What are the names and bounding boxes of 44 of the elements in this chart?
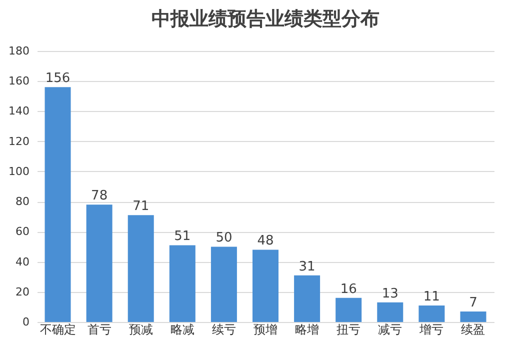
bar	[418, 305, 445, 322]
y-tick-label: 0	[22, 316, 30, 328]
y-tick-label: 80	[16, 195, 30, 208]
x-tick-label: 首亏	[87, 322, 112, 336]
x-tick-label: 预增	[254, 322, 278, 336]
data-label: 31	[298, 259, 316, 274]
data-label: 78	[91, 188, 108, 204]
y-tick-label: 120	[8, 134, 30, 148]
y-tick-label: 20	[16, 285, 30, 298]
bar	[44, 87, 71, 322]
bar	[86, 204, 112, 322]
x-tick-label: 略减	[170, 322, 194, 336]
data-label: 48	[257, 234, 274, 249]
y-tick-label: 140	[8, 104, 30, 118]
y-tick-label: 60	[16, 225, 30, 238]
bar	[377, 302, 404, 322]
data-label: 11	[423, 289, 440, 304]
bar	[128, 215, 154, 322]
x-tick-label: 略增	[295, 322, 320, 336]
x-tick-label: 预减	[128, 322, 153, 336]
bar	[169, 245, 196, 322]
y-tick-label: 160	[8, 74, 30, 88]
x-tick-label: 续亏	[212, 322, 236, 336]
x-tick-label: 增亏	[418, 322, 444, 336]
y-tick-label: 180	[8, 44, 30, 58]
data-label: 7	[469, 295, 478, 310]
bar	[336, 298, 362, 322]
bar	[460, 311, 486, 322]
x-tick-label: 扭亏	[336, 322, 361, 336]
data-label: 50	[216, 230, 232, 246]
data-label: 51	[174, 229, 191, 244]
bar	[210, 246, 237, 322]
data-label: 13	[382, 286, 398, 302]
data-label: 16	[340, 282, 357, 297]
data-label: 156	[45, 71, 70, 86]
y-tick-label: 40	[16, 255, 30, 268]
bar	[252, 250, 278, 322]
chart-title: 中报业绩预告业绩类型分布	[152, 8, 380, 30]
x-tick-label: 不确定	[40, 322, 76, 336]
data-label: 71	[132, 199, 150, 214]
y-tick-label: 100	[8, 164, 30, 178]
x-tick-label: 减亏	[378, 322, 402, 336]
bar	[294, 275, 320, 322]
x-tick-label: 续盈	[461, 322, 486, 336]
